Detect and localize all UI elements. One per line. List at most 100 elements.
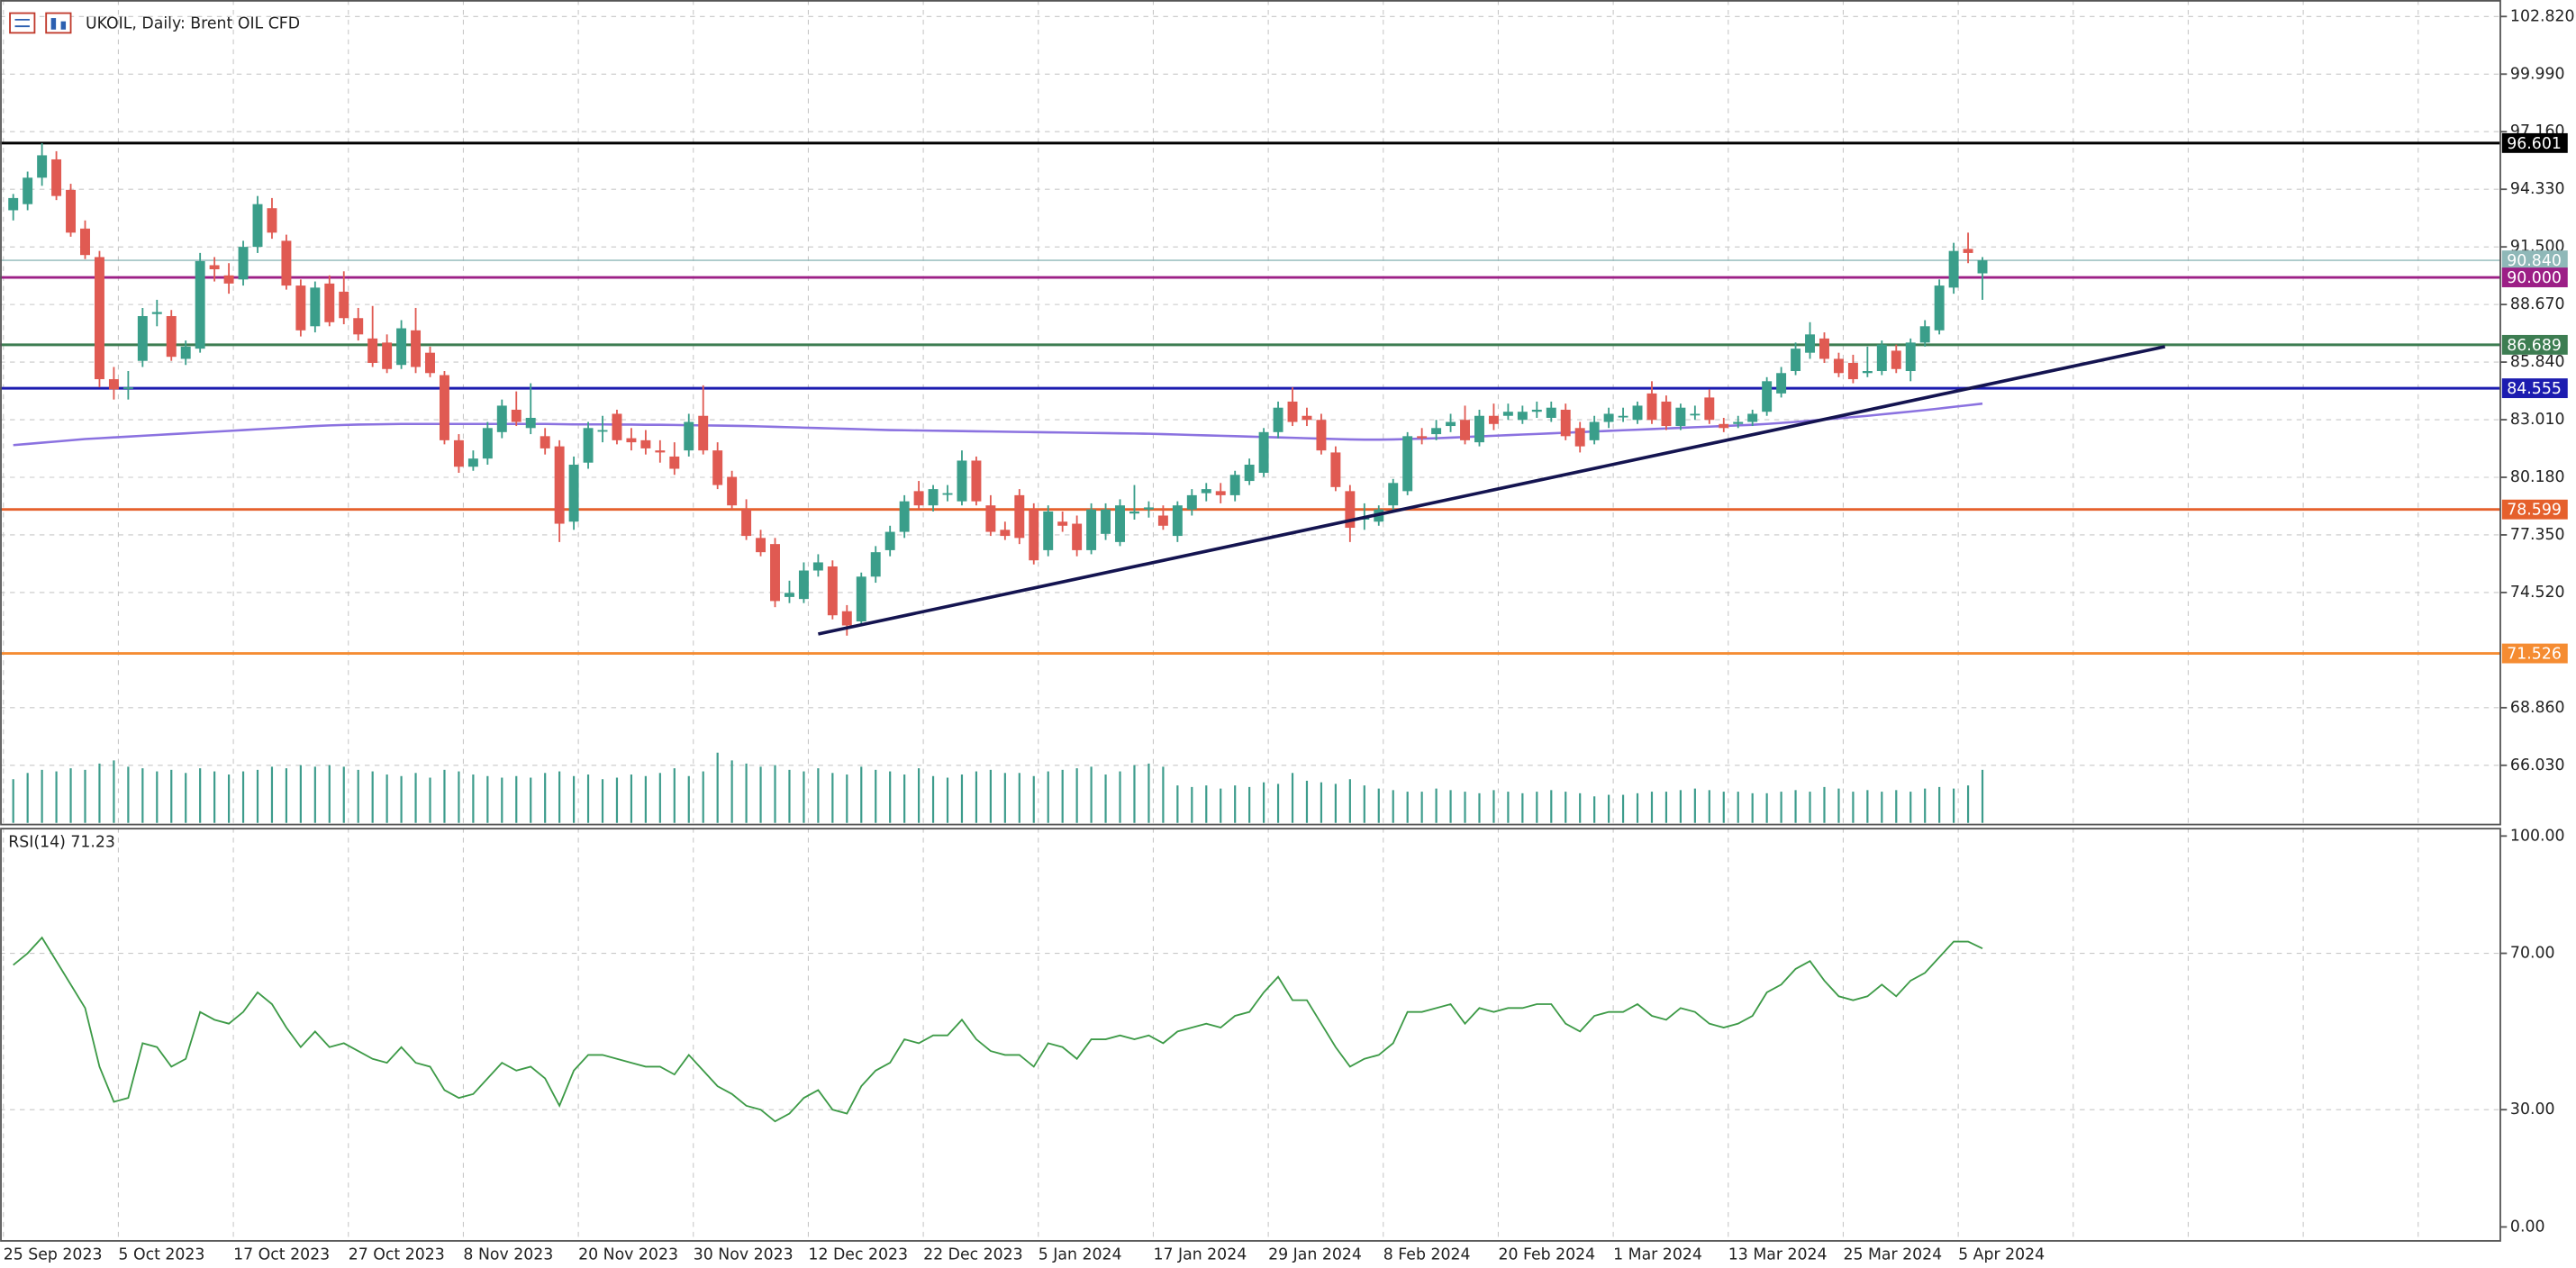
candle-body	[1531, 409, 1542, 412]
candle-body	[1273, 407, 1283, 432]
candle-body	[1201, 489, 1211, 494]
candle-body	[252, 204, 263, 248]
y-tick-label: 83.010	[2510, 411, 2565, 429]
candle-body	[108, 379, 119, 390]
candle-body	[1172, 505, 1183, 537]
candle-body	[1847, 362, 1858, 380]
candle-body	[1502, 412, 1513, 416]
candle-body	[1043, 511, 1054, 550]
candle-body	[511, 409, 522, 422]
price-level-tag	[2501, 378, 2568, 399]
candle-body	[195, 260, 205, 349]
candle-body	[1287, 401, 1298, 422]
y-tick-label: 99.990	[2510, 65, 2565, 83]
candle-body	[1618, 415, 1628, 418]
candle-body	[267, 208, 277, 233]
price-level-tag	[2501, 132, 2568, 153]
x-tick-label: 20 Nov 2023	[578, 1245, 678, 1263]
candle-body	[1029, 509, 1039, 561]
price-panel-frame	[0, 0, 2501, 826]
candle-body	[1157, 515, 1168, 526]
candle-body	[1762, 381, 1773, 412]
x-tick-label: 12 Dec 2023	[808, 1245, 908, 1263]
candle-body	[971, 460, 982, 502]
candle-body	[1733, 421, 1744, 424]
candle-body	[180, 346, 191, 359]
x-tick-label: 29 Jan 2024	[1268, 1245, 1362, 1263]
candle-body	[870, 552, 881, 577]
candle-body	[80, 228, 90, 256]
price-level-label: 90.840	[2507, 252, 2562, 270]
plot	[0, 141, 2500, 1123]
candle-body	[439, 375, 449, 440]
y-tick-label: 88.670	[2510, 295, 2565, 313]
candle-body	[1819, 338, 1829, 359]
candle-body	[928, 489, 939, 506]
candle-body	[798, 570, 809, 600]
x-tick-label: 5 Apr 2024	[1958, 1245, 2045, 1263]
candle-body	[1776, 373, 1787, 394]
candle-body	[1833, 358, 1844, 374]
candle-body	[1101, 509, 1111, 534]
candle-body	[425, 352, 435, 374]
candle-body	[985, 505, 996, 532]
candle-body	[223, 275, 234, 284]
candle-body	[1488, 415, 1499, 424]
candle-body	[1057, 521, 1068, 526]
candle-body	[1417, 436, 1428, 439]
candle-body	[827, 566, 838, 616]
candle-body	[382, 342, 393, 369]
candle-body	[756, 538, 766, 553]
candle-body	[612, 413, 622, 440]
candle-body	[281, 240, 292, 286]
candle-body	[1186, 494, 1197, 510]
candle-body	[1805, 334, 1815, 353]
candle-body	[8, 197, 19, 211]
candle-body	[1000, 530, 1011, 537]
candle-body	[568, 464, 579, 522]
candle-body	[1388, 483, 1399, 506]
candle-body	[339, 291, 349, 319]
x-tick-label: 1 Mar 2024	[1613, 1245, 1702, 1263]
candle-body	[1129, 511, 1139, 514]
candle-body	[1460, 420, 1470, 440]
icon	[45, 12, 72, 34]
candle-body	[1345, 491, 1356, 529]
candle-body	[1302, 415, 1312, 421]
candle-body	[1661, 401, 1672, 427]
price-level-tag	[2501, 267, 2568, 287]
candle-body	[482, 428, 493, 459]
candle-body	[353, 318, 364, 335]
price-level-label: 84.555	[2507, 380, 2562, 398]
y-tick-label: 80.180	[2510, 468, 2565, 486]
x-tick-label: 27 Oct 2023	[349, 1245, 445, 1263]
y-tick-label: 74.520	[2510, 584, 2565, 602]
candle-body	[812, 562, 823, 571]
candle-body	[1646, 393, 1657, 421]
candle-body	[1316, 420, 1327, 451]
candle-body	[1072, 523, 1083, 550]
candle-body	[94, 257, 104, 380]
candle-body	[496, 405, 507, 432]
candle-body	[1747, 413, 1758, 422]
candle-body	[655, 450, 666, 453]
candle-body	[1632, 405, 1643, 421]
candle-body	[1215, 491, 1226, 495]
candle-body	[597, 430, 608, 432]
candle-body	[1919, 326, 1930, 343]
candle-body	[1574, 428, 1585, 447]
candle-body	[151, 312, 162, 314]
y-tick-label: 66.030	[2510, 756, 2565, 774]
candle-body	[1963, 249, 1973, 253]
x-tick-label: 8 Nov 2023	[463, 1245, 553, 1263]
price-level-tag	[2501, 250, 2568, 271]
candle-body	[66, 189, 77, 233]
candle-body	[1905, 342, 1916, 372]
price-level-label: 86.689	[2507, 337, 2562, 355]
rsi-panel-frame	[0, 828, 2501, 1242]
candle-body	[23, 177, 33, 204]
toolbar-icons	[9, 12, 72, 34]
candle-body	[453, 439, 464, 467]
y-tick-label: 68.860	[2510, 699, 2565, 717]
